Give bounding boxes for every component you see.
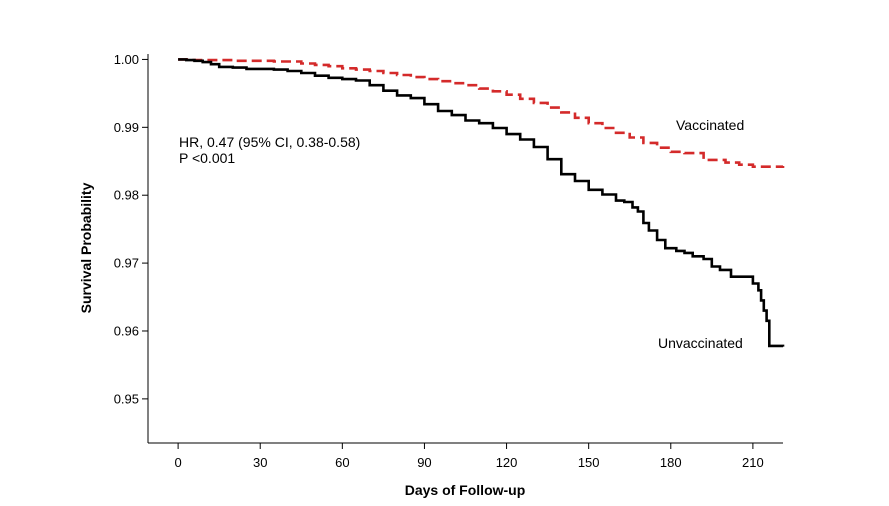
y-axis-title: Survival Probability bbox=[78, 182, 94, 313]
x-tick-label: 120 bbox=[496, 455, 518, 470]
p-value-annotation: P <0.001 bbox=[179, 150, 235, 166]
x-tick-label: 30 bbox=[253, 455, 267, 470]
y-tick-label: 0.98 bbox=[114, 188, 139, 203]
y-tick-label: 0.99 bbox=[114, 120, 139, 135]
vaccinated-survival-curve bbox=[178, 58, 785, 168]
unvaccinated-survival-curve bbox=[178, 58, 785, 348]
x-tick-label: 0 bbox=[174, 455, 181, 470]
x-tick-label: 210 bbox=[742, 455, 764, 470]
y-tick-label: 1.00 bbox=[114, 52, 139, 67]
chart-axes bbox=[147, 54, 783, 444]
y-tick-label: 0.95 bbox=[114, 391, 139, 406]
x-tick-label: 150 bbox=[578, 455, 600, 470]
y-tick-label: 0.96 bbox=[114, 323, 139, 338]
x-tick-label: 60 bbox=[335, 455, 349, 470]
vaccinated-curve-label: Vaccinated bbox=[676, 117, 744, 133]
x-ticks: 0 30 60 90 120 150 180 210 bbox=[174, 443, 764, 470]
x-tick-label: 90 bbox=[417, 455, 431, 470]
series-layer bbox=[178, 58, 785, 348]
y-ticks: 0.95 0.96 0.97 0.98 0.99 1.00 bbox=[114, 52, 148, 406]
hazard-ratio-annotation: HR, 0.47 (95% CI, 0.38-0.58) bbox=[179, 134, 360, 150]
x-axis-title: Days of Follow-up bbox=[405, 482, 526, 498]
y-tick-label: 0.97 bbox=[114, 256, 139, 271]
x-tick-label: 180 bbox=[660, 455, 682, 470]
unvaccinated-curve-label: Unvaccinated bbox=[658, 335, 743, 351]
